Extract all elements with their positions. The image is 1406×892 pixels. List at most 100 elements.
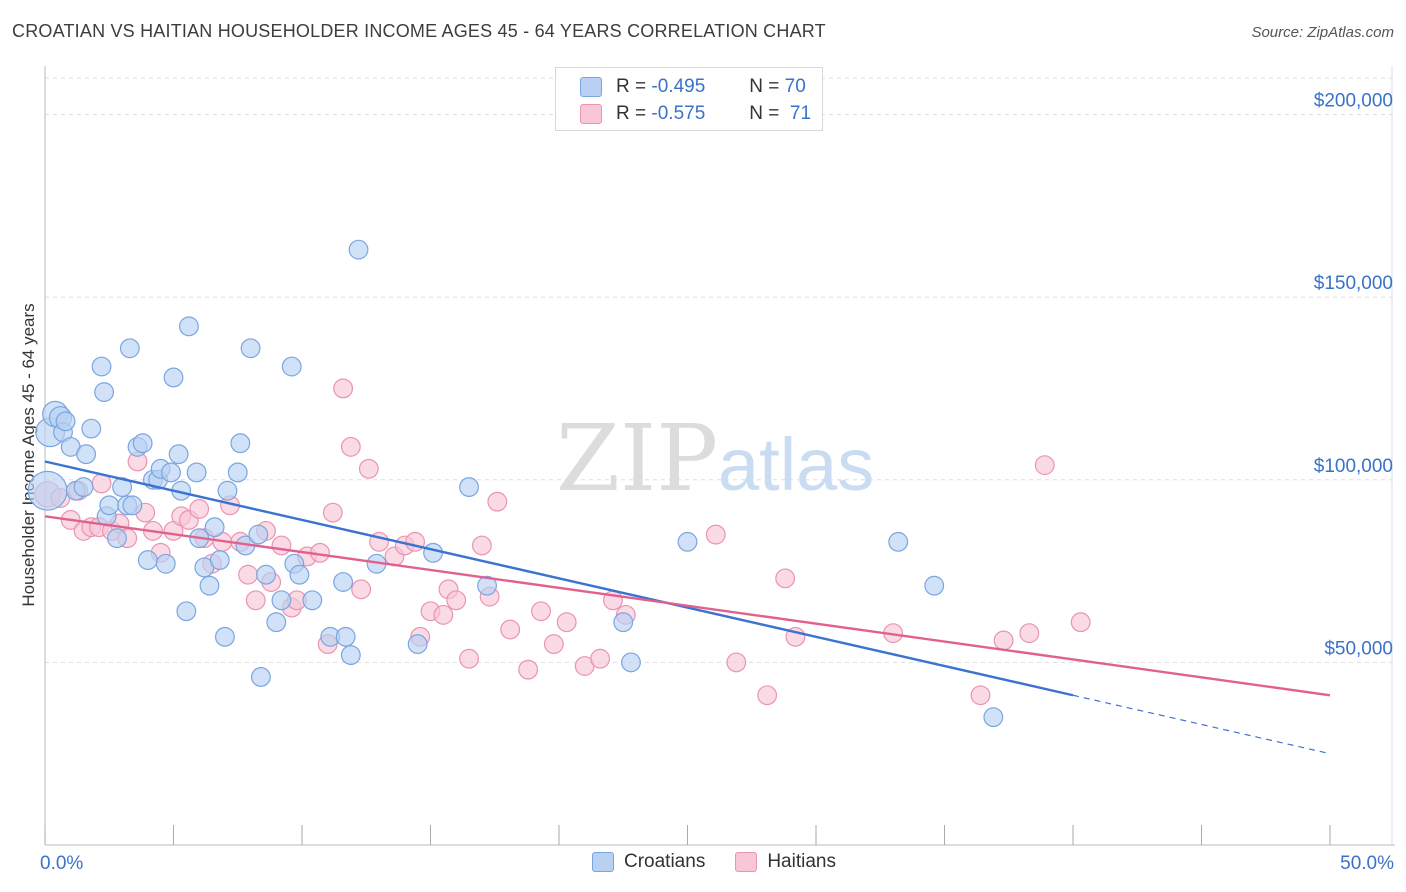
haitian-point (1070, 612, 1091, 633)
haitian-point (358, 458, 379, 479)
croatian-point (73, 477, 94, 498)
croatian-point (186, 462, 207, 483)
croatian-point (621, 652, 641, 673)
axes (44, 66, 1395, 846)
croatian-point (227, 462, 248, 483)
croatian-point (217, 480, 238, 501)
croatian-point (160, 462, 181, 483)
x-tick-label: 0.0% (40, 853, 83, 874)
croatian-point (281, 356, 302, 377)
croatian-point (76, 444, 97, 465)
croatian-point (155, 553, 176, 574)
croatian-point (333, 572, 354, 592)
croatian-point (407, 634, 428, 655)
n-label: N = (749, 76, 780, 97)
trend-lines (44, 460, 1331, 755)
y-tick-label: $50,000 (1324, 638, 1393, 659)
haitian-point (340, 436, 361, 457)
croatian-point (55, 411, 76, 432)
watermark-zip: ZIP (556, 405, 718, 512)
croatian-point (271, 590, 292, 611)
croatian-point (924, 575, 945, 596)
haitian-point (446, 590, 467, 611)
tick-labels: $50,000 $100,000 $150,000 $200,000 0.0% 50.0% (40, 91, 1394, 874)
watermark-atlas: atlas (718, 423, 874, 506)
croatian-point (94, 382, 115, 403)
haitian-point (189, 499, 210, 519)
haitian-point (351, 579, 372, 600)
haitians-swatch (580, 104, 602, 124)
legend-row-croatians: R = -0.495 N = 70 (580, 74, 806, 100)
croatian-point (122, 495, 143, 516)
croatians-swatch (580, 77, 602, 97)
croatian-point (340, 645, 361, 666)
croatian-point (204, 517, 225, 538)
chart-title: CROATIAN VS HAITIAN HOUSEHOLDER INCOME A… (12, 21, 826, 41)
n-label: N = (749, 103, 780, 124)
croatian-point (163, 367, 184, 388)
haitian-point (543, 634, 564, 655)
croatian-point (178, 316, 199, 337)
haitian-point (322, 502, 343, 523)
croatian-point (348, 239, 369, 260)
croatian-point (99, 495, 120, 516)
y-tick-label: $200,000 (1314, 91, 1393, 112)
croatian-point (81, 418, 102, 439)
haitian-point (1034, 455, 1055, 476)
y-tick-label: $150,000 (1314, 273, 1393, 294)
croatian-point (230, 433, 251, 454)
watermark: ZIP atlas (556, 405, 874, 512)
croatian-point (256, 564, 276, 585)
croatian-point (888, 531, 909, 552)
croatian-point (266, 612, 287, 633)
haitian-point (238, 564, 258, 585)
n-value: 70 (784, 76, 806, 97)
haitian-point (757, 685, 778, 706)
croatian-point (335, 626, 356, 647)
haitian-point (518, 659, 539, 680)
croatians-trend-line (44, 460, 1074, 697)
source-note: Source: ZipAtlas.com (1251, 24, 1394, 41)
haitian-point (726, 652, 747, 673)
r-value: -0.495 (651, 76, 706, 97)
haitian-point (556, 612, 577, 633)
haitian-point (487, 491, 508, 512)
legend-label-croatians: Croatians (624, 851, 706, 872)
croatian-point (250, 667, 271, 687)
haitian-point (1019, 623, 1040, 644)
haitian-point (433, 604, 454, 625)
haitians-trend-line (44, 515, 1331, 697)
croatian-point (613, 612, 634, 633)
croatians-points (27, 239, 1004, 728)
r-label: R = (616, 103, 647, 124)
legend-item-haitians: Haitians (735, 851, 836, 873)
croatian-point (27, 470, 68, 511)
haitian-point (500, 619, 521, 640)
haitian-point (993, 630, 1014, 651)
haitian-point (405, 531, 426, 552)
croatian-point (214, 626, 235, 647)
haitian-point (459, 648, 479, 669)
haitian-point (531, 601, 551, 622)
haitian-point (970, 685, 991, 706)
haitian-point (775, 568, 796, 589)
legend-label-haitians: Haitians (767, 851, 836, 872)
legend-row-haitians: R = -0.575 N = 71 (580, 101, 811, 127)
croatian-point (107, 528, 127, 549)
croatian-point (209, 550, 230, 571)
r-label: R = (616, 76, 647, 97)
croatian-point (983, 707, 1004, 728)
series-legend: Croatians Haitians (592, 851, 866, 873)
x-tick-label: 50.0% (1340, 853, 1394, 874)
croatian-point (240, 338, 261, 359)
croatian-point (176, 601, 197, 622)
croatian-point (302, 590, 323, 611)
y-tick-label: $100,000 (1314, 456, 1393, 477)
croatian-point (137, 550, 158, 571)
croatian-point (248, 524, 269, 545)
croatian-point (459, 477, 479, 498)
haitian-point (705, 524, 726, 545)
haitian-point (471, 535, 492, 556)
haitian-point (271, 535, 292, 556)
